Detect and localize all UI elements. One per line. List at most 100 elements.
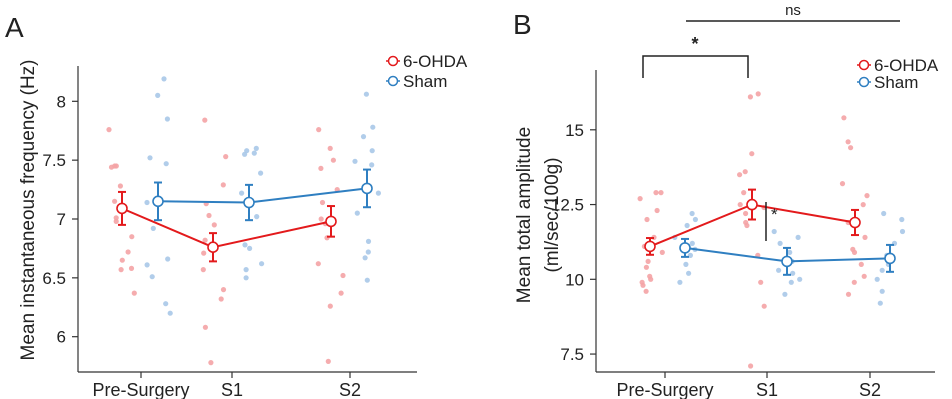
x-tick-label: S2 xyxy=(339,380,361,399)
data-point xyxy=(658,190,664,196)
data-point xyxy=(777,240,783,246)
data-point xyxy=(202,324,208,330)
data-point xyxy=(165,256,171,262)
data-point xyxy=(640,282,646,288)
y-tick-label: 10 xyxy=(565,270,584,289)
data-point xyxy=(645,258,651,264)
x-tick-label: S2 xyxy=(859,380,881,399)
data-point xyxy=(761,303,767,309)
data-point xyxy=(743,210,749,217)
panel-b-y-label-line2: (ml/sec/100g) xyxy=(542,157,563,272)
data-point xyxy=(737,172,743,178)
mean-marker xyxy=(679,242,691,254)
data-point xyxy=(242,242,248,248)
data-point xyxy=(365,238,372,244)
data-point xyxy=(877,300,883,306)
data-point xyxy=(202,237,208,243)
data-point xyxy=(223,154,229,160)
data-point xyxy=(653,190,659,196)
data-point xyxy=(247,245,253,251)
data-point xyxy=(147,155,153,161)
data-point xyxy=(150,225,156,231)
data-point xyxy=(375,190,381,196)
data-point xyxy=(881,210,887,217)
data-point xyxy=(899,216,905,223)
data-point xyxy=(338,290,344,296)
data-point xyxy=(748,363,754,369)
data-point xyxy=(149,274,155,280)
data-point xyxy=(851,279,857,285)
mean-marker xyxy=(361,182,373,195)
data-point xyxy=(316,127,322,133)
legend-b-sham-label: Sham xyxy=(874,73,918,92)
legend-6ohda-label: 6-OHDA xyxy=(403,52,468,71)
panel-b: B Mean total amplitude (ml/sec/100g) 7.5… xyxy=(513,2,939,399)
data-point xyxy=(220,182,226,188)
data-point xyxy=(163,161,169,167)
panel-b-legend: 6-OHDA Sham xyxy=(857,56,939,92)
data-point xyxy=(330,157,336,163)
data-point xyxy=(686,270,692,276)
data-point xyxy=(797,276,803,282)
data-point xyxy=(755,91,761,97)
data-point xyxy=(369,148,375,154)
data-point xyxy=(251,150,257,156)
sig-bracket xyxy=(642,55,749,78)
data-point xyxy=(851,249,858,255)
panel-a-y-label: Mean instantaneous frequency (Hz) xyxy=(18,60,39,361)
y-tick-label: 6.5 xyxy=(42,269,66,288)
y-tick-label: 8 xyxy=(57,92,66,111)
data-point xyxy=(315,261,321,267)
data-point xyxy=(243,275,249,281)
data-point xyxy=(206,212,212,219)
y-tick-label: 12.5 xyxy=(551,196,584,215)
data-point xyxy=(858,261,864,267)
data-point xyxy=(106,127,112,133)
ns-label: ns xyxy=(785,2,801,19)
panel-b-y-label-line1: Mean total amplitude xyxy=(514,127,535,303)
data-point xyxy=(749,151,755,157)
data-point xyxy=(689,240,695,246)
data-point xyxy=(643,264,650,270)
data-point xyxy=(360,134,367,140)
sig-bracket-star: * xyxy=(691,34,698,54)
data-point xyxy=(737,202,743,208)
data-point xyxy=(113,163,119,169)
data-point xyxy=(874,276,880,282)
data-point xyxy=(689,210,695,217)
data-point xyxy=(202,117,208,123)
data-point xyxy=(259,261,265,267)
data-point xyxy=(112,198,118,204)
legend-6ohda-marker xyxy=(387,55,399,67)
y-tick-label: 7.5 xyxy=(560,345,584,364)
data-point xyxy=(758,279,764,285)
data-point xyxy=(258,170,264,176)
data-point xyxy=(643,288,649,294)
data-point xyxy=(370,124,376,130)
data-point xyxy=(741,190,747,196)
data-point xyxy=(364,277,370,283)
data-point xyxy=(841,115,847,121)
data-point xyxy=(118,267,124,273)
y-tick-label: 7 xyxy=(57,210,66,229)
data-point xyxy=(354,210,360,216)
data-point xyxy=(325,358,331,364)
data-point xyxy=(684,222,690,229)
x-tick-label: S1 xyxy=(756,380,778,399)
x-tick-label: Pre-Surgery xyxy=(92,380,189,399)
data-point xyxy=(163,301,169,307)
data-point xyxy=(254,214,260,220)
panel-a-legend: 6-OHDA Sham xyxy=(386,52,468,91)
data-point xyxy=(782,291,788,297)
data-point xyxy=(644,216,650,223)
data-point xyxy=(164,116,170,122)
data-point xyxy=(787,249,793,255)
data-point xyxy=(318,216,324,222)
data-point xyxy=(144,199,150,206)
data-point xyxy=(795,234,801,240)
data-point xyxy=(128,265,135,271)
legend-b-6ohda-marker xyxy=(858,59,870,71)
data-point xyxy=(129,234,135,240)
data-point xyxy=(200,267,206,273)
